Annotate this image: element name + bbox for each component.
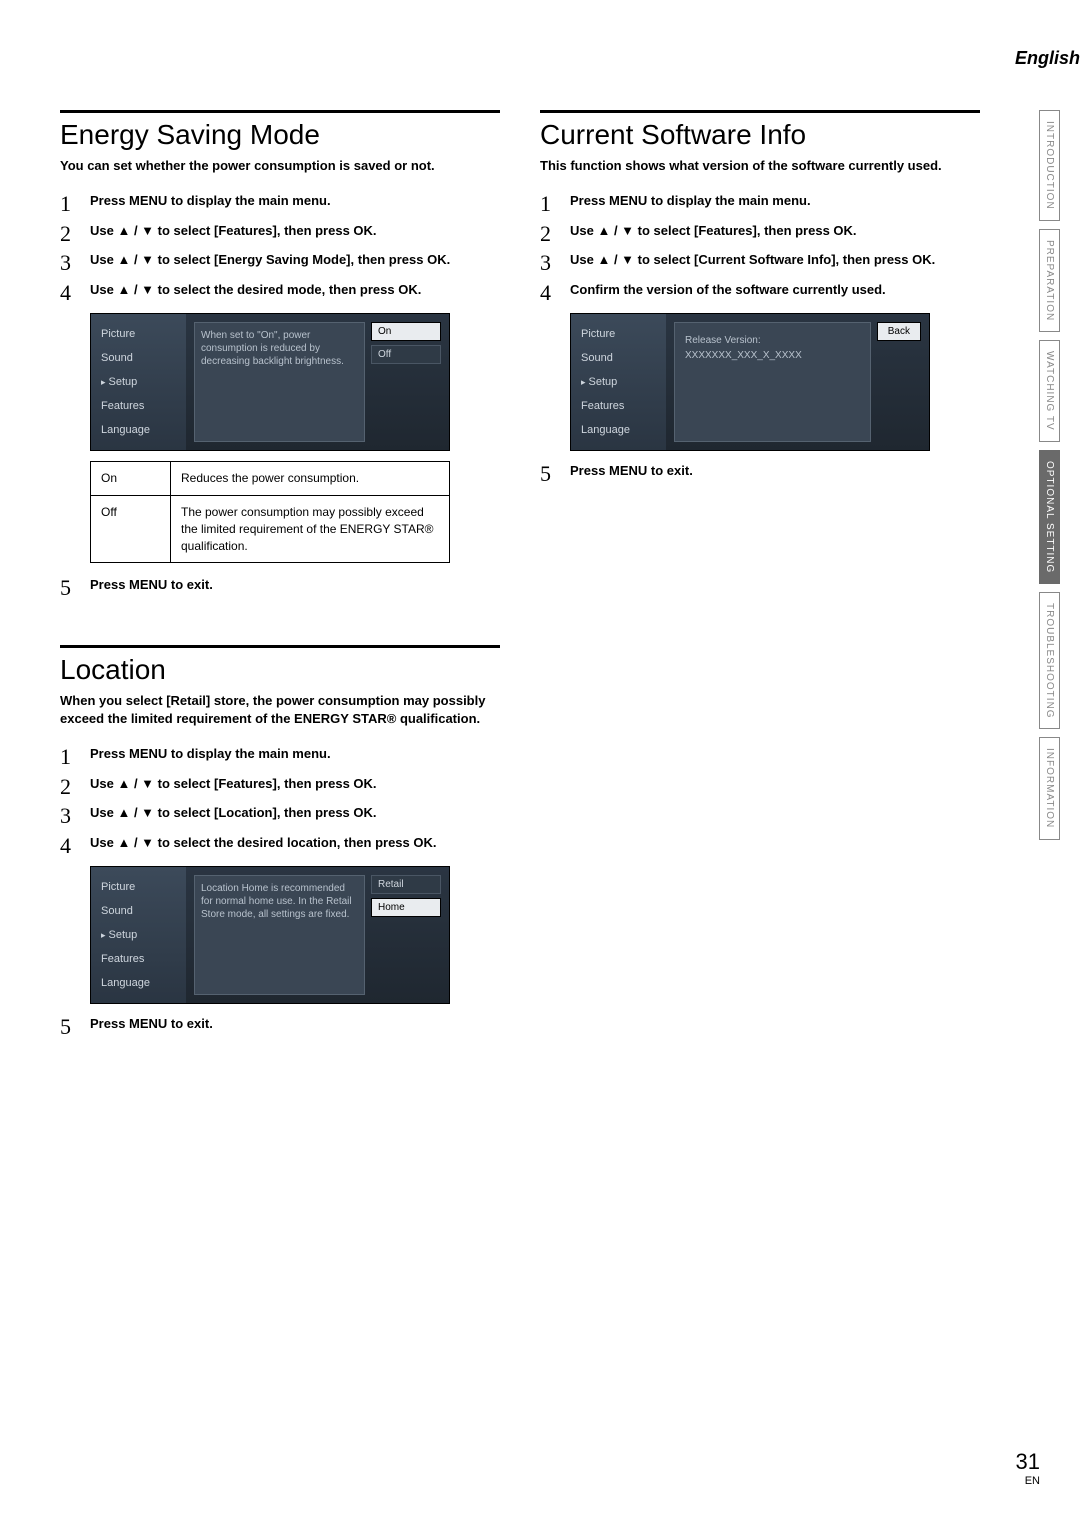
software-subtitle: This function shows what version of the … [540, 157, 980, 175]
menu-description: Location Home is recommended for normal … [194, 875, 365, 995]
location-step: Use ▲ / ▼ to select [Location], then pre… [60, 803, 500, 823]
section-software: Current Software Info This function show… [540, 110, 980, 481]
location-title: Location [60, 645, 500, 686]
menu-option: Retail [371, 875, 441, 894]
side-tabs: INTRODUCTION PREPARATION WATCHING TV OPT… [1039, 110, 1060, 840]
side-tab[interactable]: PREPARATION [1039, 229, 1060, 332]
table-row: Off The power consumption may possibly e… [91, 495, 450, 562]
menu-item: Picture [91, 875, 186, 899]
software-step: Use ▲ / ▼ to select [Current Software In… [540, 250, 980, 270]
menu-item: Features [91, 394, 186, 418]
location-steps: Press MENU to display the main menu. Use… [60, 744, 500, 852]
menu-item: Language [571, 418, 666, 442]
energy-step: Press MENU to display the main menu. [60, 191, 500, 211]
side-tab[interactable]: OPTIONAL SETTING [1039, 450, 1060, 584]
software-step: Use ▲ / ▼ to select [Features], then pre… [540, 221, 980, 241]
language-label: English [1015, 48, 1080, 69]
back-button: Back [877, 322, 921, 341]
location-subtitle: When you select [Retail] store, the powe… [60, 692, 500, 728]
page-locale: EN [1016, 1475, 1040, 1487]
side-tab[interactable]: INFORMATION [1039, 737, 1060, 839]
location-step: Use ▲ / ▼ to select the desired location… [60, 833, 500, 853]
menu-item: Picture [571, 322, 666, 346]
page-number: 31 EN [1016, 1449, 1040, 1487]
menu-item: Sound [91, 346, 186, 370]
release-value: XXXXXXX_XXX_X_XXXX [685, 348, 860, 363]
menu-option: Home [371, 898, 441, 917]
menu-item: Sound [571, 346, 666, 370]
location-steps-end: Press MENU to exit. [60, 1014, 500, 1034]
menu-option: On [371, 322, 441, 341]
software-step: Press MENU to exit. [540, 461, 980, 481]
menu-options: Retail Home [371, 875, 441, 995]
table-cell: Reduces the power consumption. [171, 462, 450, 496]
menu-item: Features [571, 394, 666, 418]
menu-main: When set to "On", power consumption is r… [186, 314, 449, 450]
software-step: Confirm the version of the software curr… [540, 280, 980, 300]
software-title: Current Software Info [540, 110, 980, 151]
energy-step: Press MENU to exit. [60, 575, 500, 595]
energy-step: Use ▲ / ▼ to select [Energy Saving Mode]… [60, 250, 500, 270]
menu-item: Setup [571, 370, 666, 394]
left-column: Energy Saving Mode You can set whether t… [60, 110, 500, 1044]
side-tab[interactable]: INTRODUCTION [1039, 110, 1060, 221]
software-steps: Press MENU to display the main menu. Use… [540, 191, 980, 299]
menu-sidebar: Picture Sound Setup Features Language [91, 314, 186, 450]
menu-sidebar: Picture Sound Setup Features Language [91, 867, 186, 1003]
side-tab[interactable]: WATCHING TV [1039, 340, 1060, 442]
menu-item: Features [91, 947, 186, 971]
table-cell: On [91, 462, 171, 496]
energy-menu-screenshot: Picture Sound Setup Features Language Wh… [90, 313, 450, 451]
software-steps-end: Press MENU to exit. [540, 461, 980, 481]
menu-option: Off [371, 345, 441, 364]
software-step: Press MENU to display the main menu. [540, 191, 980, 211]
menu-sidebar: Picture Sound Setup Features Language [571, 314, 666, 450]
menu-description: When set to "On", power consumption is r… [194, 322, 365, 442]
side-tab[interactable]: TROUBLESHOOTING [1039, 592, 1060, 730]
energy-subtitle: You can set whether the power consumptio… [60, 157, 500, 175]
energy-step: Use ▲ / ▼ to select the desired mode, th… [60, 280, 500, 300]
energy-title: Energy Saving Mode [60, 110, 500, 151]
software-info-box: Release Version: XXXXXXX_XXX_X_XXXX [674, 322, 871, 442]
energy-steps-end: Press MENU to exit. [60, 575, 500, 595]
right-column: Current Software Info This function show… [540, 110, 980, 1044]
page-content: Energy Saving Mode You can set whether t… [60, 70, 1020, 1044]
energy-option-table: On Reduces the power consumption. Off Th… [90, 461, 450, 563]
release-label: Release Version: [685, 333, 860, 348]
software-menu-screenshot: Picture Sound Setup Features Language Re… [570, 313, 930, 451]
menu-item: Language [91, 971, 186, 995]
menu-options: On Off [371, 322, 441, 442]
section-location: Location When you select [Retail] store,… [60, 645, 500, 1034]
location-step: Press MENU to exit. [60, 1014, 500, 1034]
table-row: On Reduces the power consumption. [91, 462, 450, 496]
location-menu-screenshot: Picture Sound Setup Features Language Lo… [90, 866, 450, 1004]
energy-steps: Press MENU to display the main menu. Use… [60, 191, 500, 299]
energy-step: Use ▲ / ▼ to select [Features], then pre… [60, 221, 500, 241]
menu-main: Location Home is recommended for normal … [186, 867, 449, 1003]
menu-item: Picture [91, 322, 186, 346]
location-step: Press MENU to display the main menu. [60, 744, 500, 764]
menu-item: Language [91, 418, 186, 442]
section-energy: Energy Saving Mode You can set whether t… [60, 110, 500, 595]
menu-item: Setup [91, 923, 186, 947]
table-cell: The power consumption may possibly excee… [171, 495, 450, 562]
location-step: Use ▲ / ▼ to select [Features], then pre… [60, 774, 500, 794]
page-number-value: 31 [1016, 1449, 1040, 1474]
menu-main: Release Version: XXXXXXX_XXX_X_XXXX Back [666, 314, 929, 450]
menu-item: Sound [91, 899, 186, 923]
table-cell: Off [91, 495, 171, 562]
menu-item: Setup [91, 370, 186, 394]
